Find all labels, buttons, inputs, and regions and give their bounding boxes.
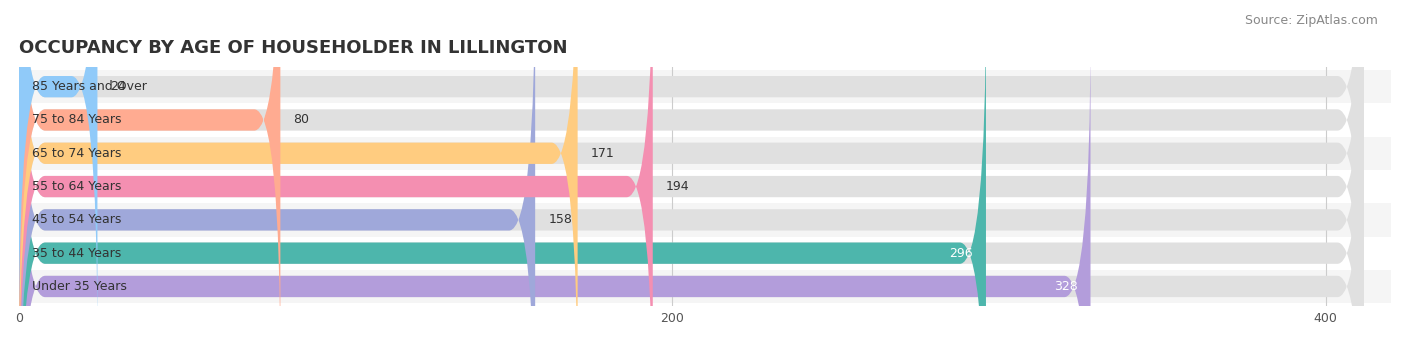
Text: 171: 171 [591, 147, 614, 160]
Bar [20, 70, 1391, 103]
FancyBboxPatch shape [18, 0, 1364, 340]
FancyBboxPatch shape [18, 0, 1364, 340]
Bar [20, 237, 1391, 270]
Bar [20, 137, 1391, 170]
FancyBboxPatch shape [18, 31, 1364, 340]
FancyBboxPatch shape [18, 0, 986, 340]
Text: OCCUPANCY BY AGE OF HOUSEHOLDER IN LILLINGTON: OCCUPANCY BY AGE OF HOUSEHOLDER IN LILLI… [20, 39, 568, 57]
Text: 45 to 54 Years: 45 to 54 Years [32, 214, 121, 226]
Text: 296: 296 [949, 246, 973, 260]
FancyBboxPatch shape [18, 0, 1364, 340]
Text: Source: ZipAtlas.com: Source: ZipAtlas.com [1244, 14, 1378, 27]
Text: 35 to 44 Years: 35 to 44 Years [32, 246, 121, 260]
FancyBboxPatch shape [18, 0, 97, 340]
Bar [20, 270, 1391, 303]
Text: 80: 80 [294, 114, 309, 126]
Text: 75 to 84 Years: 75 to 84 Years [32, 114, 121, 126]
FancyBboxPatch shape [18, 0, 1364, 340]
Text: 55 to 64 Years: 55 to 64 Years [32, 180, 121, 193]
FancyBboxPatch shape [18, 0, 1364, 340]
FancyBboxPatch shape [18, 0, 1364, 340]
Text: Under 35 Years: Under 35 Years [32, 280, 127, 293]
FancyBboxPatch shape [18, 0, 578, 340]
FancyBboxPatch shape [18, 0, 652, 340]
Bar [20, 103, 1391, 137]
FancyBboxPatch shape [18, 31, 1091, 340]
Bar [20, 203, 1391, 237]
Text: 85 Years and Over: 85 Years and Over [32, 80, 148, 93]
FancyBboxPatch shape [18, 0, 536, 340]
Bar [20, 170, 1391, 203]
Text: 328: 328 [1053, 280, 1077, 293]
FancyBboxPatch shape [18, 0, 280, 340]
Text: 24: 24 [111, 80, 127, 93]
Text: 158: 158 [548, 214, 572, 226]
Text: 194: 194 [666, 180, 689, 193]
Text: 65 to 74 Years: 65 to 74 Years [32, 147, 121, 160]
